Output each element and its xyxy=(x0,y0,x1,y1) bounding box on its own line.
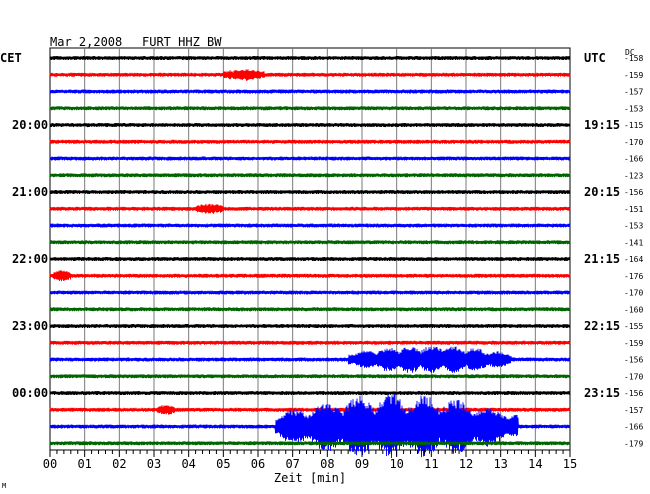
trace-line xyxy=(49,189,571,195)
dc-offset-label: -141 xyxy=(624,238,643,247)
left-time-label: 23:00 xyxy=(12,319,48,333)
x-tick-label: 02 xyxy=(112,457,126,471)
x-tick-label: 14 xyxy=(528,457,542,471)
trace-line xyxy=(49,340,571,345)
x-tick-label: 15 xyxy=(563,457,577,471)
trace-line xyxy=(49,393,571,459)
right-time-label: UTC xyxy=(584,51,606,65)
trace-line xyxy=(49,122,571,128)
plot-frame xyxy=(49,47,571,451)
dc-offset-label: -157 xyxy=(624,88,643,97)
dc-offset-label: -159 xyxy=(624,339,643,348)
dc-offset-label: -160 xyxy=(624,305,643,314)
trace-line xyxy=(49,374,571,379)
left-time-label: 20:00 xyxy=(12,118,48,132)
right-time-label: 21:15 xyxy=(584,252,620,266)
dc-offset-label: -155 xyxy=(624,322,643,331)
x-tick-label: 11 xyxy=(424,457,438,471)
trace-line xyxy=(49,256,571,262)
trace-line xyxy=(49,223,571,228)
seismic-traces xyxy=(49,55,571,459)
chart-date: Mar 2,2008 xyxy=(50,35,122,49)
trace-line xyxy=(49,203,571,214)
x-tick-label: 12 xyxy=(459,457,473,471)
right-time-label: 22:15 xyxy=(584,319,620,333)
trace-line xyxy=(49,270,571,282)
dc-offset-label: -156 xyxy=(624,389,643,398)
dc-offset-labels: -158 -159 -157 -153 -115 -170 -166 -123 -156 -151… xyxy=(624,54,643,448)
dc-offset-label: -151 xyxy=(624,205,643,214)
trace-line xyxy=(49,290,571,295)
left-time-label: 00:00 xyxy=(12,386,48,400)
x-tick-label: 13 xyxy=(493,457,507,471)
trace-line xyxy=(49,89,571,94)
x-tick-label: 09 xyxy=(355,457,369,471)
dc-offset-label: -179 xyxy=(624,439,643,448)
x-axis-label: Zeit [min] xyxy=(274,471,346,485)
trace-line xyxy=(49,240,571,245)
trace-line xyxy=(49,323,571,329)
x-tick-label: 08 xyxy=(320,457,334,471)
x-tick-label: 00 xyxy=(43,457,57,471)
trace-line xyxy=(49,307,571,312)
x-tick-label: 04 xyxy=(181,457,195,471)
dc-offset-label: -170 xyxy=(624,372,643,381)
trace-line xyxy=(49,139,571,144)
dc-offset-label: -164 xyxy=(624,255,643,264)
trace-line xyxy=(49,390,571,396)
dc-offset-label: -166 xyxy=(624,155,643,164)
dc-label: DC xyxy=(625,48,635,57)
dc-offset-label: -176 xyxy=(624,272,643,281)
left-timezone-label: CET xyxy=(0,51,22,65)
trace-line xyxy=(49,106,571,111)
x-tick-label: 05 xyxy=(216,457,230,471)
x-axis: 00 01 02 03 04 05 06 07 08 09 10 11 12 13 14 15 xyxy=(43,450,577,471)
corner-mark: M xyxy=(2,482,6,490)
dc-offset-label: -170 xyxy=(624,289,643,298)
dc-offset-label: -170 xyxy=(624,138,643,147)
dc-offset-label: -153 xyxy=(624,222,643,231)
dc-offset-label: -156 xyxy=(624,356,643,365)
right-time-labels: UTC 19:15 20:15 21:15 22:15 23:15 xyxy=(584,51,620,400)
dc-offset-label: -156 xyxy=(624,188,643,197)
trace-line xyxy=(49,69,571,81)
x-tick-label: 10 xyxy=(389,457,403,471)
right-time-label: 19:15 xyxy=(584,118,620,132)
dc-offset-label: -123 xyxy=(624,171,643,180)
trace-line xyxy=(49,346,571,373)
vertical-gridlines xyxy=(84,48,536,450)
x-tick-label: 06 xyxy=(251,457,265,471)
trace-line xyxy=(49,156,571,161)
dc-offset-label: -158 xyxy=(624,54,643,63)
dc-offset-label: -115 xyxy=(624,121,643,130)
x-tick-label: 03 xyxy=(147,457,161,471)
plot-border xyxy=(49,47,571,451)
right-time-label: 23:15 xyxy=(584,386,620,400)
left-time-labels: 20:00 21:00 22:00 23:00 00:00 xyxy=(12,118,48,400)
dc-offset-label: -157 xyxy=(624,406,643,415)
right-time-label: 20:15 xyxy=(584,185,620,199)
trace-line xyxy=(49,173,571,178)
trace-line xyxy=(49,441,571,446)
trace-line xyxy=(49,55,571,61)
dc-offset-label: -159 xyxy=(624,71,643,80)
left-time-label: 22:00 xyxy=(12,252,48,266)
dc-offset-label: -166 xyxy=(624,423,643,432)
dc-offset-label: -153 xyxy=(624,104,643,113)
x-tick-label: 07 xyxy=(285,457,299,471)
chart-station: FURT HHZ BW xyxy=(142,35,222,49)
trace-line xyxy=(49,404,571,415)
x-tick-label: 01 xyxy=(77,457,91,471)
left-time-label: 21:00 xyxy=(12,185,48,199)
